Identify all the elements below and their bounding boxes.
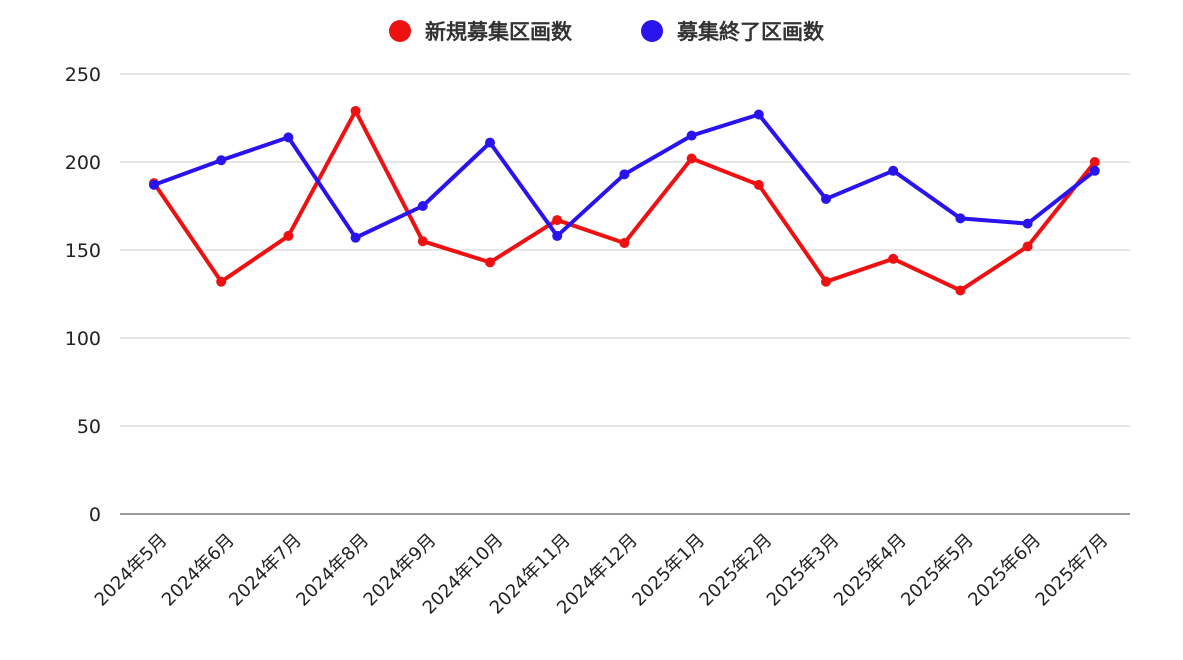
data-point [552,215,563,226]
data-point [619,237,630,248]
data-point [283,230,294,241]
data-point [686,153,697,164]
data-point [686,130,697,141]
data-point [1089,165,1100,176]
data-point [753,179,764,190]
legend-label: 募集終了区画数 [676,20,825,44]
data-point [216,276,227,287]
series-2 [149,109,1100,243]
legend-marker [641,20,663,42]
axes: 0501001502002502024年5月2024年6月2024年7月2024… [65,64,1130,619]
y-tick-label: 200 [65,152,101,174]
x-tick-label: 2025年7月 [1032,530,1113,611]
data-point [149,179,159,190]
legend: 新規募集区画数 募集終了区画数 [389,20,825,44]
data-point [485,257,495,268]
series-layer [149,105,1100,296]
data-point [821,276,831,287]
data-point [216,155,227,166]
legend-item-2: 募集終了区画数 [641,20,825,44]
data-point [955,285,966,296]
legend-item-1: 新規募集区画数 [389,20,573,44]
data-point [417,201,428,211]
y-tick-label: 150 [65,240,101,262]
data-point [888,165,899,176]
data-point [888,253,899,264]
y-tick-label: 250 [65,64,101,86]
data-point [821,193,831,204]
data-point [283,132,294,143]
legend-marker [389,20,411,42]
data-point [417,236,428,247]
series-line [152,108,1097,293]
data-point [1089,157,1100,167]
y-tick-label: 0 [89,504,101,526]
gridlines [120,73,1130,427]
data-point [619,169,630,180]
data-point [552,230,563,241]
data-point [753,109,764,120]
data-point [350,232,361,243]
y-tick-label: 100 [65,328,101,350]
data-point [485,137,495,148]
data-point [1022,218,1033,229]
data-point [955,213,966,224]
data-point [1022,241,1033,252]
data-point [350,105,361,116]
y-tick-label: 50 [77,416,101,438]
legend-label: 新規募集区画数 [425,20,573,44]
